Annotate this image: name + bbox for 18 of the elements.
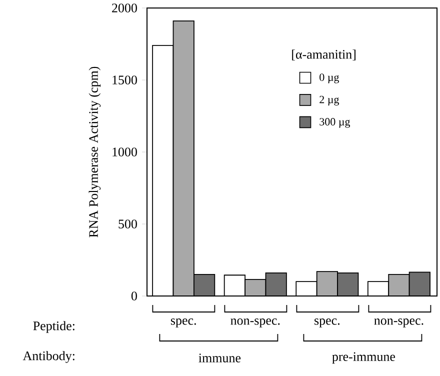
x-tick-label: non-spec.: [230, 318, 280, 328]
y-axis-title: RNA Polymerase Activity (cpm): [88, 66, 101, 238]
legend-label: 2 µg: [320, 96, 340, 106]
x-tick-label: non-spec.: [374, 318, 424, 328]
x-tick-label: spec.: [314, 318, 340, 328]
text: Antibody:: [22, 351, 74, 363]
y-tick-label: 0: [131, 292, 137, 300]
x-tick-label: spec.: [170, 318, 196, 328]
text: pre-immune: [332, 352, 396, 364]
text: Peptide:: [33, 321, 74, 333]
legend-label: 0 µg: [320, 74, 340, 84]
y-tick-label: 1500: [112, 76, 137, 84]
text: immune: [198, 354, 241, 362]
legend-title: [α-amanitin]: [292, 50, 356, 60]
legend-label: 300 µg: [320, 118, 350, 128]
y-tick-label: 2000: [112, 4, 137, 12]
y-tick-label: 1000: [112, 148, 137, 156]
y-tick-label: 500: [118, 220, 137, 228]
